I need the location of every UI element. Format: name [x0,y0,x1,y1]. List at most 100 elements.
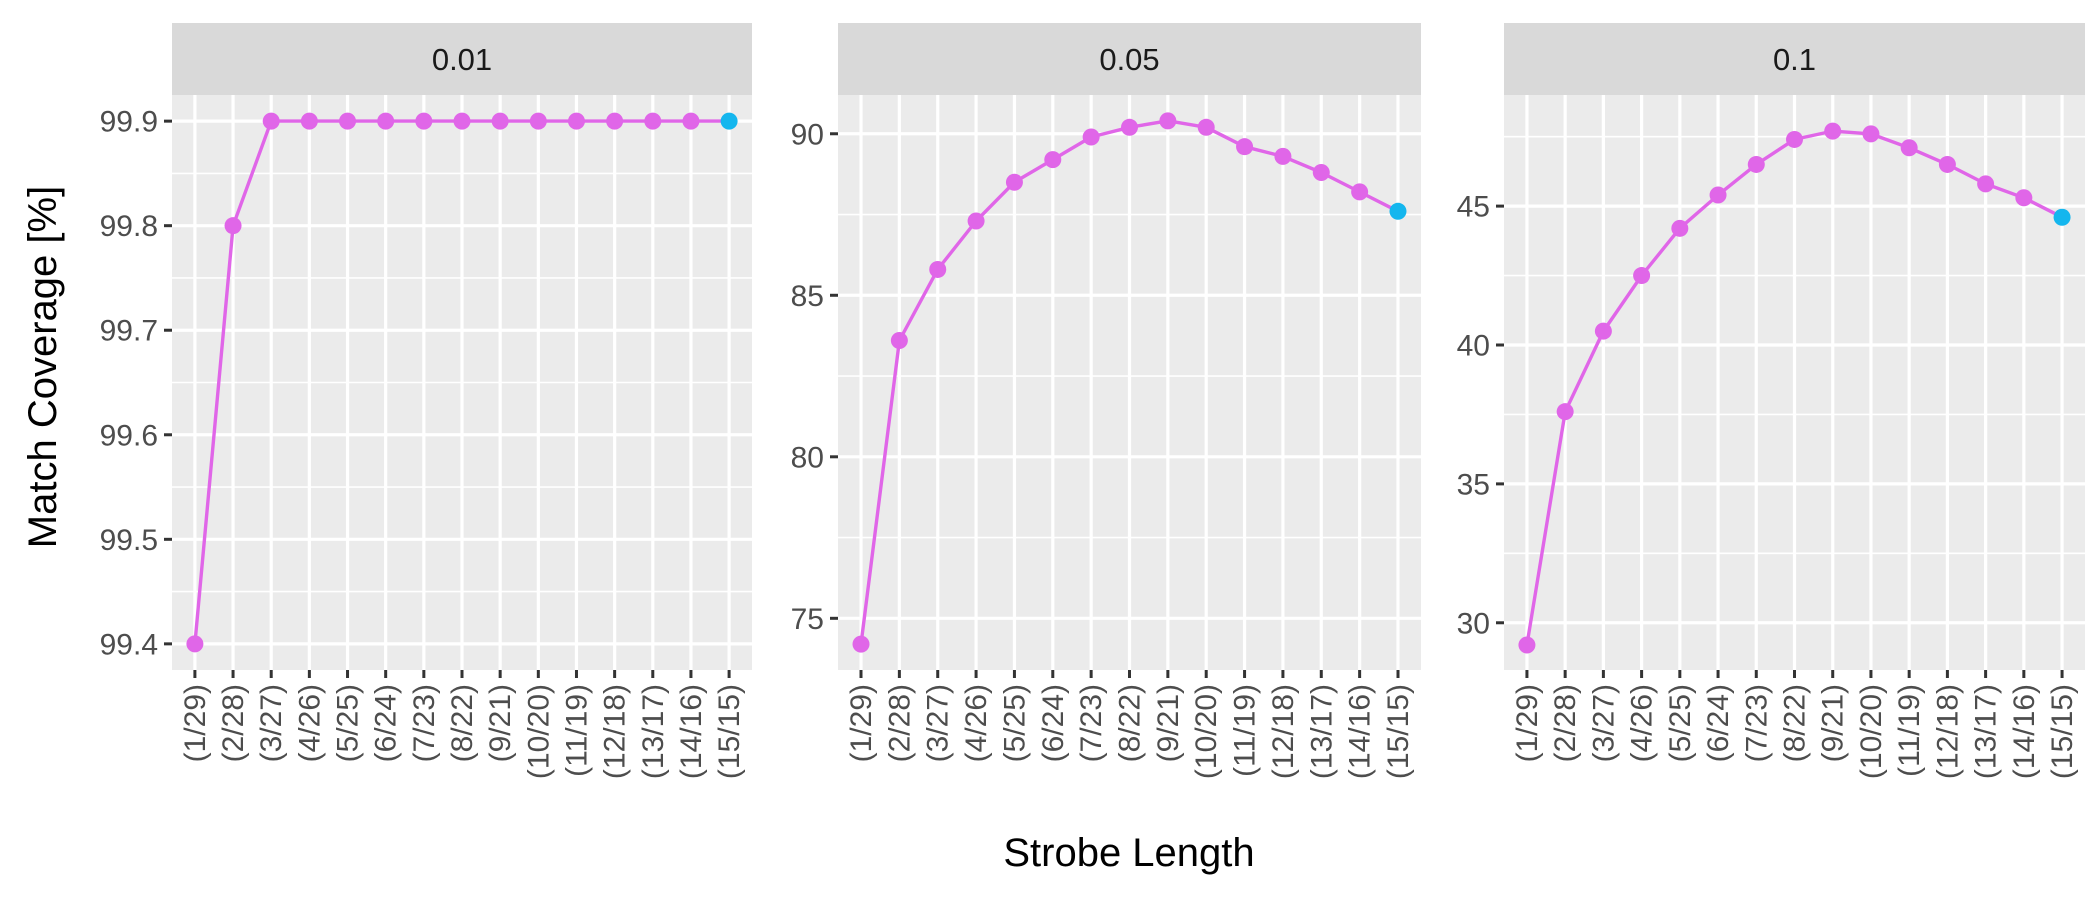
data-point [1900,139,1918,157]
x-tick-label: (15/15) [713,684,746,779]
x-tick-label: (6/24) [1037,684,1070,762]
y-tick-label: 99.5 [100,524,158,557]
data-point [491,112,509,130]
data-point [1633,267,1651,285]
x-tick-label: (12/18) [1267,684,1300,779]
y-tick-label: 90 [791,118,824,151]
highlighted-data-point [1389,202,1407,220]
x-tick-label: (5/25) [332,684,365,762]
data-point [1938,155,1956,173]
y-tick-label: 85 [791,280,824,313]
x-tick-label: (12/18) [599,684,632,779]
x-tick-label: (9/21) [1152,684,1185,762]
highlighted-data-point [2053,208,2071,226]
data-point [1709,186,1727,204]
x-axis-title: Strobe Length [1003,831,1254,875]
x-tick-label: (1/29) [179,684,212,762]
facet-label: 0.01 [432,42,492,77]
x-tick-label: (12/18) [1931,684,1964,779]
y-tick-label: 80 [791,441,824,474]
x-tick-label: (10/20) [522,684,555,779]
x-tick-label: (5/25) [998,684,1031,762]
data-point [1786,130,1803,148]
x-tick-label: (2/28) [883,684,916,762]
data-point [890,332,908,350]
data-point [1197,118,1215,136]
data-point [300,112,318,130]
data-point [1824,122,1842,140]
y-tick-label: 30 [1457,607,1490,640]
data-point [644,112,662,130]
y-tick-label: 99.7 [100,315,158,348]
y-tick-label: 40 [1457,330,1490,363]
x-tick-label: (11/19) [1229,684,1262,777]
data-point [2015,189,2033,207]
y-tick-label: 99.4 [100,628,158,661]
x-tick-label: (14/16) [675,684,708,779]
y-tick-label: 99.9 [100,106,158,139]
x-tick-label: (11/19) [560,684,593,777]
x-tick-label: (3/27) [255,684,288,762]
data-point [1082,128,1100,146]
x-tick-label: (9/21) [1817,684,1850,762]
y-tick-label: 99.8 [100,210,158,243]
data-point [1594,322,1612,340]
data-point [262,112,280,130]
x-tick-label: (8/22) [1114,684,1147,762]
x-tick-label: (1/29) [845,684,878,762]
data-point [1977,175,1995,193]
x-tick-label: (14/16) [2008,684,2041,779]
x-tick-label: (6/24) [1702,684,1735,762]
facet-strip [1504,23,2085,95]
x-tick-label: (15/15) [2046,684,2079,779]
y-axis-title: Match Coverage [%] [21,186,65,548]
facet-strip [172,23,752,95]
data-point [453,112,471,130]
x-tick-label: (4/26) [1626,684,1659,762]
x-tick-label: (8/22) [446,684,479,762]
data-point [1236,138,1254,156]
x-tick-label: (1/29) [1511,684,1544,762]
facet-label: 0.1 [1773,42,1816,77]
data-point [1159,112,1177,130]
x-tick-label: (7/23) [408,684,441,762]
data-point [567,112,585,130]
x-tick-label: (13/17) [637,684,670,779]
data-point [1044,151,1062,169]
x-tick-label: (15/15) [1382,684,1415,779]
data-point [852,635,870,653]
x-tick-label: (10/20) [1190,684,1223,779]
data-point [606,112,624,130]
x-tick-label: (2/28) [1549,684,1582,762]
data-point [682,112,700,130]
x-tick-label: (5/25) [1664,684,1697,762]
data-point [929,260,947,278]
x-tick-label: (11/19) [1893,684,1926,777]
x-tick-label: (10/20) [1855,684,1888,779]
data-point [1274,147,1292,165]
facet-label: 0.05 [1099,42,1159,77]
x-tick-label: (9/21) [484,684,517,762]
x-tick-label: (14/16) [1344,684,1377,779]
x-tick-label: (6/24) [370,684,403,762]
facet-strip [838,23,1421,95]
x-tick-label: (7/23) [1075,684,1108,762]
data-point [1556,403,1574,421]
data-point [1005,173,1023,191]
data-point [186,635,204,653]
data-point [1747,155,1765,173]
x-tick-label: (4/26) [960,684,993,762]
x-tick-label: (2/28) [217,684,250,762]
data-point [1862,125,1880,143]
data-point [967,212,985,230]
data-point [339,112,357,130]
x-tick-label: (8/22) [1779,684,1812,762]
data-point [1121,118,1138,136]
data-point [529,112,547,130]
data-point [1671,219,1689,237]
y-tick-label: 99.6 [100,419,158,452]
x-tick-label: (3/27) [922,684,955,762]
y-tick-label: 35 [1457,468,1490,501]
x-tick-label: (4/26) [293,684,326,762]
